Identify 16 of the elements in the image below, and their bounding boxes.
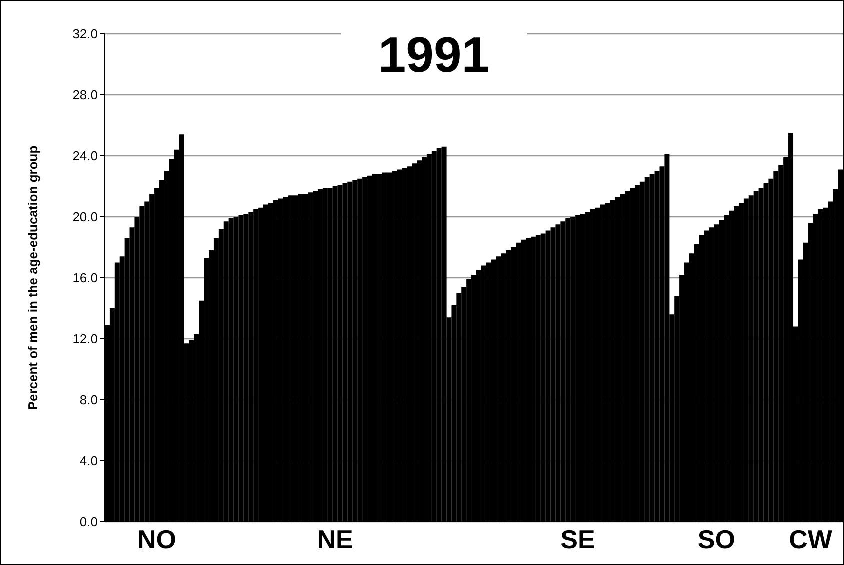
x-tick-label: NO: [138, 524, 177, 554]
x-tick-label: NE: [317, 524, 354, 554]
x-tick-label: SO: [698, 524, 736, 554]
y-tick-label: 24.0: [72, 148, 98, 164]
y-tick-label: 16.0: [72, 270, 98, 286]
chart-title: 1991: [341, 23, 527, 87]
y-axis-title: Percent of men in the age-education group: [26, 146, 41, 410]
y-tick-label: 20.0: [72, 210, 98, 225]
y-tick-label: 4.0: [80, 454, 98, 469]
y-tick-label: 28.0: [72, 88, 98, 103]
y-tick-label: 12.0: [72, 332, 98, 347]
x-tick-label: SE: [560, 524, 596, 554]
y-tick-label: 0.0: [80, 514, 98, 530]
y-tick-label: 8.0: [80, 392, 98, 408]
x-tick-label: CW: [789, 524, 833, 554]
y-tick-label: 32.0: [72, 26, 98, 42]
